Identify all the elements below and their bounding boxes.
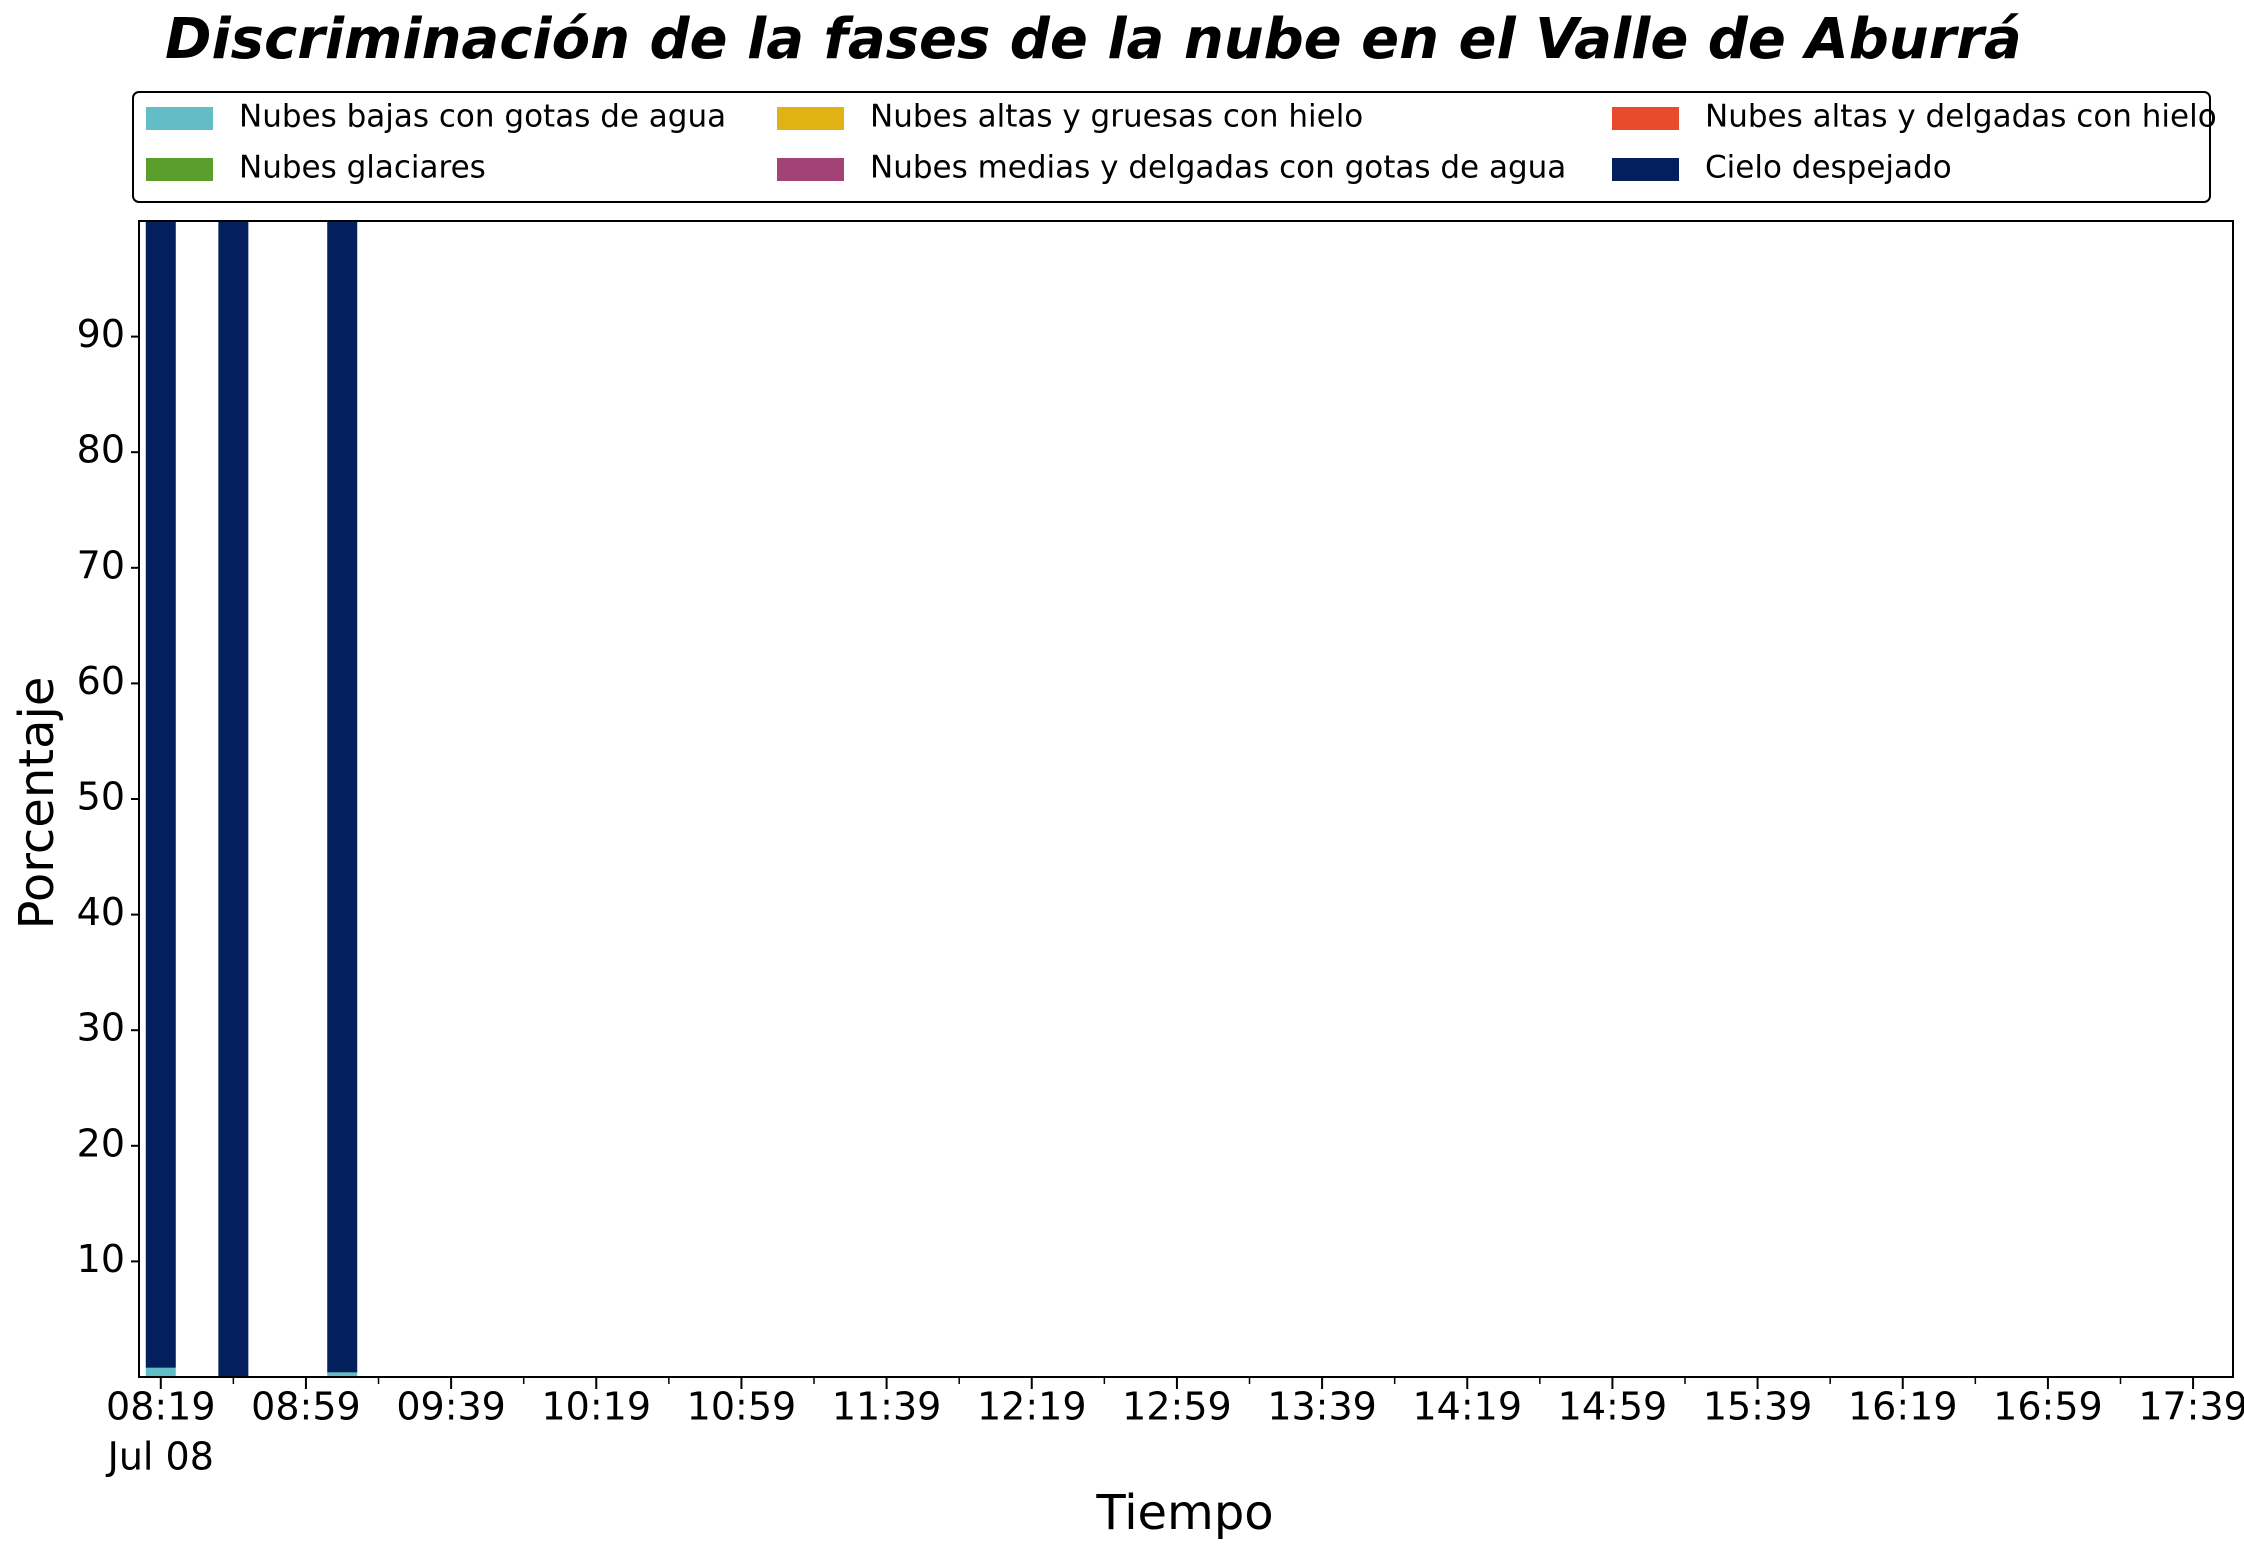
x-tick-label: 08:59 — [251, 1385, 361, 1429]
legend-label: Nubes altas y gruesas con hielo — [870, 99, 1363, 135]
y-tick-label: 90 — [77, 312, 125, 356]
legend-swatch — [777, 107, 844, 130]
legend-label: Nubes altas y delgadas con hielo — [1705, 99, 2217, 135]
x-tick-label: 12:19 — [977, 1385, 1087, 1429]
x-tick-label: 13:39 — [1267, 1385, 1377, 1429]
bar-segment — [145, 1367, 176, 1377]
x-tick-label: 16:19 — [1848, 1385, 1958, 1429]
x-tick-label: 11:39 — [832, 1385, 942, 1429]
legend-swatch — [1612, 158, 1679, 181]
x-tick-label: 17:39 — [2138, 1385, 2244, 1429]
x-tick-label: 09:39 — [396, 1385, 506, 1429]
x-tick-label: 10:59 — [687, 1385, 797, 1429]
bar-segment — [327, 221, 358, 1373]
legend-label: Nubes glaciares — [239, 150, 486, 186]
y-tick-label: 80 — [77, 428, 125, 472]
y-tick-label: 60 — [77, 659, 125, 703]
x-date-label: Jul 08 — [106, 1435, 214, 1479]
bar-segment — [145, 221, 176, 1368]
bar-segment — [218, 221, 249, 1377]
x-tick-label: 16:59 — [1993, 1385, 2103, 1429]
y-axis-label: Porcentaje — [9, 677, 65, 930]
y-tick-label: 40 — [77, 890, 125, 934]
x-tick-label: 15:39 — [1703, 1385, 1813, 1429]
x-tick-label: 12:59 — [1122, 1385, 1232, 1429]
legend-label: Nubes medias y delgadas con gotas de agu… — [870, 150, 1566, 186]
x-tick-label: 08:19 — [106, 1385, 216, 1429]
y-tick-label: 70 — [77, 543, 125, 587]
y-tick-label: 10 — [77, 1237, 125, 1281]
y-tick-label: 50 — [77, 775, 125, 819]
legend-label: Cielo despejado — [1705, 150, 1952, 186]
bar-segment — [327, 1372, 358, 1377]
legend-swatch — [146, 158, 213, 181]
x-tick-label: 10:19 — [542, 1385, 652, 1429]
chart-title: Discriminación de la fases de la nube en… — [165, 7, 2022, 72]
x-axis-label: Tiempo — [1095, 1485, 1273, 1541]
x-tick-label: 14:19 — [1412, 1385, 1522, 1429]
legend-swatch — [146, 107, 213, 130]
legend-swatch — [1612, 107, 1679, 130]
x-tick-label: 14:59 — [1558, 1385, 1668, 1429]
y-tick-label: 30 — [77, 1006, 125, 1050]
legend-swatch — [777, 158, 844, 181]
legend-box — [132, 91, 2211, 203]
plot-frame — [138, 220, 2234, 1378]
legend-label: Nubes bajas con gotas de agua — [239, 99, 726, 135]
y-tick-label: 20 — [77, 1121, 125, 1165]
